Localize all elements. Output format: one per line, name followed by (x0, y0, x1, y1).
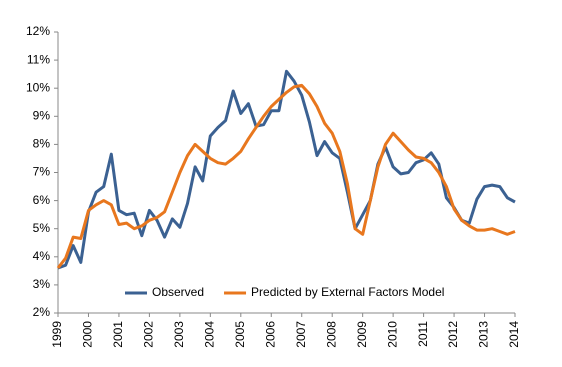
x-tick-label: 2009 (355, 321, 369, 348)
y-tick-label: 10% (26, 80, 50, 94)
x-tick-label: 2004 (203, 321, 217, 348)
y-tick-label: 11% (27, 52, 50, 66)
x-tick-label: 2012 (446, 321, 460, 348)
x-tick-label: 2008 (324, 321, 338, 348)
y-tick-label: 9% (33, 108, 51, 122)
x-tick-label: 1999 (50, 321, 64, 348)
legend-label: Predicted by External Factors Model (251, 285, 444, 299)
x-tick-label: 2005 (233, 321, 247, 348)
y-tick-label: 3% (33, 277, 51, 291)
x-tick-label: 2013 (477, 321, 491, 348)
legend-label: Observed (152, 285, 204, 299)
x-tick-label: 2002 (142, 321, 156, 348)
x-tick-label: 2011 (416, 321, 430, 347)
y-tick-label: 4% (33, 249, 51, 263)
x-tick-label: 2007 (294, 321, 308, 348)
y-tick-label: 2% (33, 305, 51, 319)
y-tick-label: 12% (26, 24, 50, 38)
y-tick-label: 8% (33, 137, 51, 151)
x-tick-label: 2001 (111, 321, 125, 348)
x-tick-label: 2014 (507, 321, 521, 348)
series-line (57, 69, 516, 270)
y-tick-label: 6% (33, 193, 51, 207)
series-line (56, 83, 516, 269)
y-tick-label: 5% (33, 221, 51, 235)
x-tick-label: 2006 (263, 321, 277, 348)
x-tick-label: 2000 (81, 321, 95, 348)
y-tick-label: 7% (33, 165, 51, 179)
x-tick-label: 2003 (172, 321, 186, 348)
x-tick-label: 2010 (385, 321, 399, 348)
